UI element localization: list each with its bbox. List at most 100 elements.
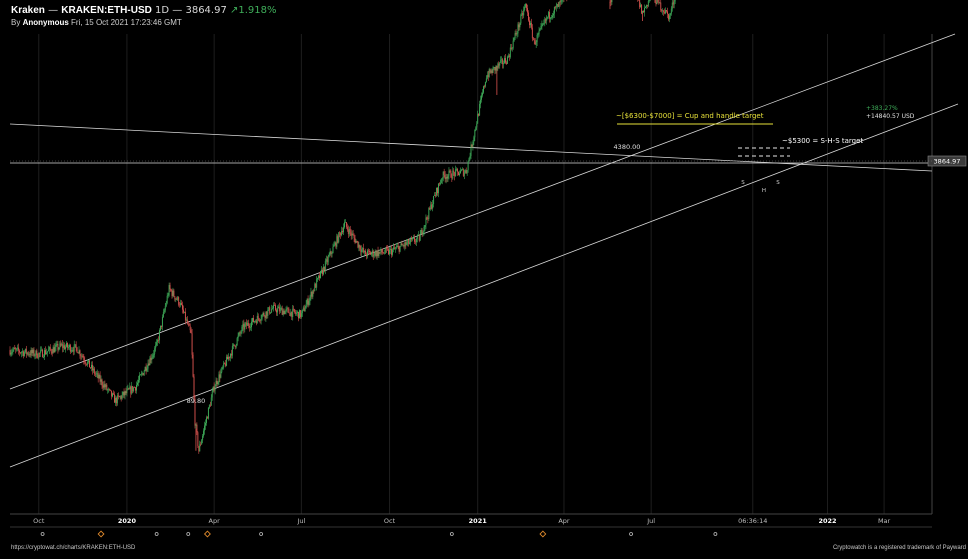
candle-body [544,19,546,24]
candle-body [351,233,353,236]
candle-body [421,229,423,235]
candle-body [144,366,146,372]
candle-body [267,310,269,316]
candle-body [473,137,475,142]
time-axis[interactable]: Oct 2020 Apr Jul Oct 2021 Apr Jul 06:36:14 2022 Ma… [10,517,932,528]
candle-body [508,55,510,58]
candle-body [71,350,73,351]
candle-body [180,303,182,306]
candle-body [143,371,145,376]
candle-body [555,5,557,8]
candle-body [359,244,361,250]
pattern-drawings [617,123,790,157]
candle-body [643,10,644,13]
candle-body [196,424,198,433]
candle-body [216,380,218,385]
candle-body [74,344,76,345]
candle-body [94,373,96,375]
candle-body [166,295,168,304]
candle-body [324,261,326,271]
candle-body [313,290,315,292]
candle-body [96,373,98,374]
candle-body [446,177,448,179]
candle-body [304,308,306,312]
candle-body [424,225,426,227]
candle-body [667,13,669,20]
candle-body [202,435,204,441]
candle-body [32,349,34,354]
candle-body [265,311,267,318]
candle-body [114,394,115,403]
candle-body [438,183,440,185]
candle-body [230,353,232,356]
candle-body [396,246,398,248]
candle-body [334,242,336,246]
candle-body [85,362,87,364]
candle-body [58,348,60,350]
candle-body [371,250,373,254]
candle-body [224,362,226,364]
candle-body [178,297,180,305]
symbol-name: KRAKEN:ETH-USD [61,5,152,16]
candle-body [213,386,215,391]
candle-body [208,405,210,408]
candle-body [342,231,344,233]
candle-body [368,250,370,253]
candle-body [183,309,184,313]
candle-body [391,248,392,255]
candle-body [367,250,368,257]
candle-body [646,4,648,6]
candle-body [460,169,462,171]
candle-body [333,245,335,247]
candle-body [336,236,338,247]
candle-body [18,347,20,351]
candle-body [468,158,470,162]
candle-body [659,2,661,4]
candle-body [667,11,668,14]
candle-body [509,47,511,58]
candle-body [298,311,299,319]
candle-body [557,4,559,7]
candle-body [137,382,138,385]
candle-body [417,234,419,236]
candle-body [125,391,127,394]
candle-body [203,430,205,436]
candle-body [300,313,302,317]
candle-body [86,363,88,365]
candle-body [91,364,93,371]
candle-body [87,361,89,365]
candle-body [220,371,222,378]
candle-body [440,179,442,183]
gridlines [38,34,885,514]
candle-body [59,343,61,349]
candle-body [177,297,179,300]
candle-body [136,384,137,391]
source-url[interactable]: https://cryptowat.ch/charts/KRAKEN:ETH-U… [11,545,136,551]
candle-body [479,104,481,116]
candle-body [129,386,131,390]
candle-body [238,332,240,336]
candle-body [232,344,234,346]
candle-body [413,237,414,239]
trademark-note: Cryptowatch is a registered trademark of… [832,545,966,551]
candle-body [11,351,13,353]
candle-body [184,311,186,321]
candle-body [644,7,645,13]
candle-body [98,374,100,379]
candle-body [76,347,78,353]
candle-body [277,306,279,309]
publish-date: Fri, 15 Oct 2021 17:23:46 GMT [71,18,182,27]
candle-body [214,386,216,391]
candle-body [420,229,422,234]
candle-body [189,325,191,331]
candle-body [262,313,264,315]
candle-body [449,170,451,172]
candle-body [469,155,471,159]
candle-body [303,307,305,312]
candle-body [133,387,135,392]
peak-price-label: 4380.00 [614,143,641,151]
candle-body [24,348,26,353]
candle-body [455,169,457,177]
candle-body [392,247,394,250]
